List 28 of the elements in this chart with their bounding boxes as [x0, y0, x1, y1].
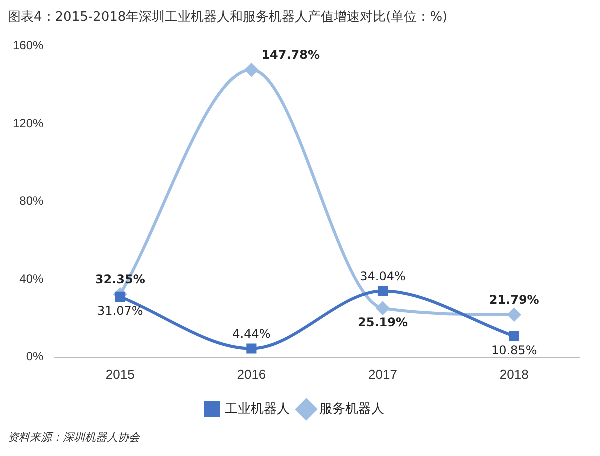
- point: [378, 286, 388, 296]
- data-label: 34.04%: [360, 269, 406, 284]
- x-tick-label: 2018: [500, 366, 529, 382]
- y-tick-label: 0%: [26, 350, 44, 364]
- data-label: 21.79%: [489, 293, 540, 308]
- chart-title: 图表4：2015-2018年深圳工业机器人和服务机器人产值增速对比(单位：%): [8, 9, 448, 26]
- point: [509, 331, 520, 342]
- data-label: 25.19%: [358, 316, 408, 330]
- legend-label: 服务机器人: [320, 401, 384, 416]
- data-label: 10.85%: [491, 343, 538, 358]
- data-label: 32.35%: [95, 272, 146, 287]
- data-label: 31.07%: [97, 304, 144, 318]
- point: [376, 302, 390, 315]
- text: 资料来源：深圳机器人协会: [8, 430, 140, 445]
- legend-label: 工业机器人: [225, 401, 290, 416]
- y-tick-label: 40%: [20, 272, 44, 286]
- y-tick-label: 160%: [12, 38, 44, 53]
- y-tick-label: 120%: [12, 116, 44, 130]
- y-tick-label: 80%: [20, 194, 44, 208]
- point: [246, 344, 257, 354]
- x-tick-label: 2017: [368, 366, 398, 382]
- point: [508, 308, 521, 322]
- point: [115, 292, 126, 302]
- x-tick-label: 2016: [237, 366, 266, 382]
- data-label: 147.78%: [262, 48, 320, 62]
- point: [245, 63, 258, 76]
- data-label: 4.44%: [232, 326, 271, 341]
- x-tick-label: 2015: [106, 366, 135, 382]
